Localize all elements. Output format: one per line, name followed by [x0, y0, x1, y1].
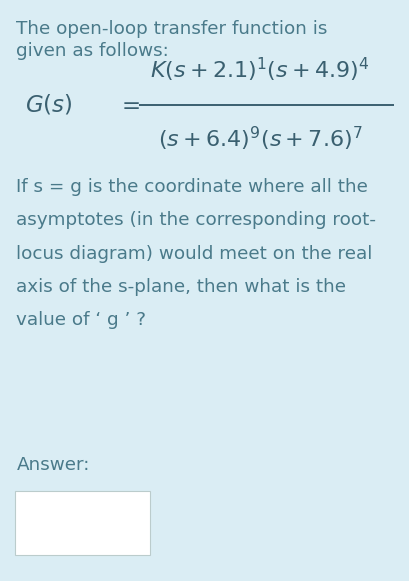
- Text: axis of the s-plane, then what is the: axis of the s-plane, then what is the: [16, 278, 346, 296]
- Text: $K(s + 2.1)^{1}(s + 4.9)^{4}$: $K(s + 2.1)^{1}(s + 4.9)^{4}$: [150, 56, 369, 84]
- Text: $=$: $=$: [117, 94, 140, 116]
- Text: locus diagram) would meet on the real: locus diagram) would meet on the real: [16, 245, 372, 263]
- Text: $G(s)$: $G(s)$: [25, 92, 72, 117]
- Text: Answer:: Answer:: [16, 456, 90, 474]
- Text: asymptotes (in the corresponding root-: asymptotes (in the corresponding root-: [16, 211, 375, 229]
- Text: value of ‘ g ’ ?: value of ‘ g ’ ?: [16, 311, 146, 329]
- Text: $(s + 6.4)^{9}(s + 7.6)^{7}$: $(s + 6.4)^{9}(s + 7.6)^{7}$: [157, 125, 362, 153]
- Text: The open-loop transfer function is: The open-loop transfer function is: [16, 20, 327, 38]
- Text: If s = g is the coordinate where all the: If s = g is the coordinate where all the: [16, 178, 367, 196]
- Text: given as follows:: given as follows:: [16, 42, 169, 60]
- FancyBboxPatch shape: [15, 491, 150, 555]
